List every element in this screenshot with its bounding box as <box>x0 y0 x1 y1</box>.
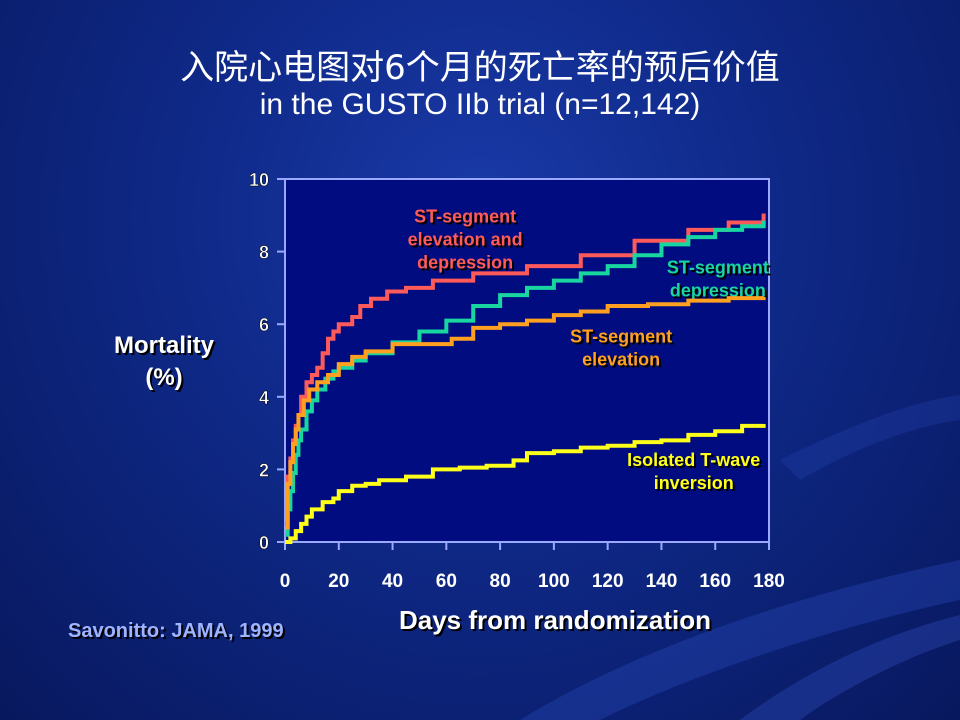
series-label-shadow: elevation and <box>410 232 525 252</box>
y-tick-label: 2 <box>259 460 269 480</box>
series-label: depression <box>417 253 513 273</box>
series-label: ST-segment <box>667 257 769 277</box>
series-label-shadow: ST-segment <box>669 259 771 279</box>
y-tick-label: 0 <box>259 533 269 553</box>
series-label-shadow: depression <box>419 255 515 275</box>
x-tick-label: 80 <box>490 571 511 592</box>
y-axis-title-shadow: Mortality <box>116 334 217 361</box>
x-tick-label: 60 <box>436 571 457 592</box>
series-label: elevation and <box>408 230 523 250</box>
series-label: inversion <box>654 473 734 493</box>
x-tick-label: 180 <box>753 571 785 592</box>
series-label-shadow: elevation <box>584 351 662 371</box>
series-label: depression <box>670 280 766 300</box>
x-tick-label: 140 <box>646 571 678 592</box>
x-tick-label: 160 <box>699 571 731 592</box>
series-label: ST-segment <box>414 207 516 227</box>
series-label: Isolated T-wave <box>627 450 760 470</box>
series-label: ST-segment <box>570 326 672 346</box>
x-tick-label: 20 <box>328 571 349 592</box>
x-tick-label: 100 <box>538 571 570 592</box>
series-label: elevation <box>582 349 660 369</box>
series-label-shadow: inversion <box>656 475 736 495</box>
y-tick-label: 8 <box>259 243 269 263</box>
y-tick-label: 6 <box>259 315 269 335</box>
y-tick-label: 10 <box>249 170 269 190</box>
series-line-3 <box>285 423 766 544</box>
y-tick-label: 4 <box>259 388 269 408</box>
series-label-shadow: ST-segment <box>416 209 518 229</box>
series-line-2 <box>285 296 766 530</box>
citation: Savonitto: JAMA, 1999 <box>68 620 284 642</box>
y-axis-title-shadow: (%) <box>147 366 184 393</box>
x-tick-label: 0 <box>280 571 291 592</box>
x-axis-title: Days from randomization <box>399 605 711 635</box>
series-label-shadow: Isolated T-wave <box>629 452 762 472</box>
x-tick-label: 120 <box>592 571 624 592</box>
x-tick-label: 40 <box>382 571 403 592</box>
y-axis-title: Mortality <box>114 332 215 359</box>
x-axis-title-shadow: Days from randomization <box>401 607 713 637</box>
series-label-shadow: ST-segment <box>572 328 674 348</box>
y-axis-title: (%) <box>145 364 182 391</box>
slide-title-chinese: 入院心电图对6个月的死亡率的预后价值 <box>180 48 780 88</box>
slide-title-english: in the GUSTO IIb trial (n=12,142) <box>259 88 701 121</box>
